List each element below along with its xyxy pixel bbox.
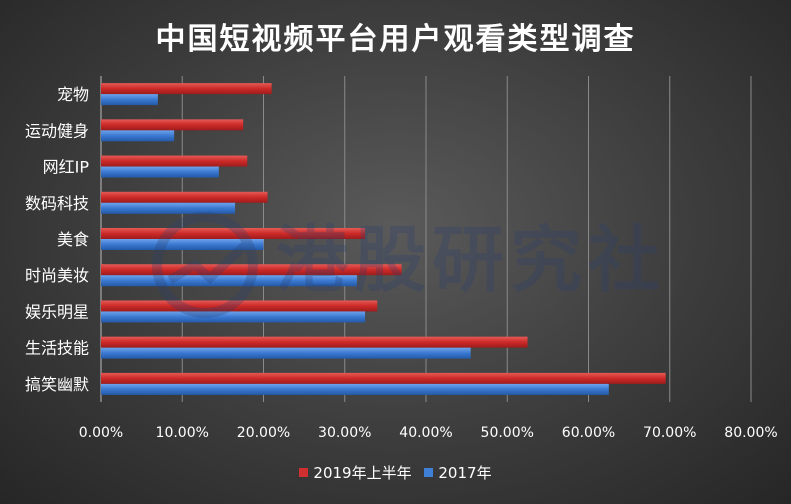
bar-2019h1	[101, 372, 666, 384]
bar-2019h1	[101, 83, 272, 95]
bars	[101, 83, 666, 395]
x-tick-label: 80.00%	[724, 425, 777, 441]
category-label: 美食	[57, 230, 89, 249]
bar-2019h1	[101, 155, 248, 167]
category-label: 网红IP	[43, 158, 90, 177]
legend-label-2017: 2017年	[438, 464, 492, 482]
category-label: 搞笑幽默	[25, 375, 89, 394]
legend-item-2019h1: 2019年上半年	[299, 462, 412, 483]
chart-title: 中国短视频平台用户观看类型调查	[155, 22, 636, 57]
bar-2017	[101, 166, 219, 178]
x-tick-label: 70.00%	[643, 425, 696, 441]
x-tick-label: 40.00%	[399, 425, 452, 441]
x-tick-label: 50.00%	[481, 425, 534, 441]
bar-2017	[101, 94, 158, 106]
bar-2017	[101, 202, 236, 214]
legend-item-2017: 2017年	[424, 462, 492, 483]
bar-2019h1	[101, 336, 528, 348]
bar-2019h1	[101, 119, 244, 131]
x-tick-label: 60.00%	[562, 425, 615, 441]
bar-2019h1	[101, 228, 366, 239]
legend-label-2019h1: 2019年上半年	[313, 464, 412, 482]
bar-2017	[101, 311, 366, 323]
bar-2019h1	[101, 264, 402, 276]
x-tick-label: 10.00%	[156, 425, 209, 441]
legend-swatch-red	[299, 468, 309, 477]
bar-2017	[101, 239, 264, 250]
axis-labels: 0.00% 10.00% 20.00% 30.00% 40.00% 50.00% 60.00…	[25, 85, 778, 441]
category-label: 娱乐明星	[25, 302, 89, 321]
category-label: 运动健身	[25, 121, 89, 140]
category-label: 宠物	[57, 85, 89, 104]
legend-swatch-blue	[424, 468, 434, 477]
category-label: 生活技能	[25, 339, 89, 358]
bar-2017	[101, 275, 357, 287]
category-label: 时尚美妆	[25, 266, 89, 285]
bar-2019h1	[101, 191, 268, 203]
x-tick-label: 0.00%	[79, 425, 123, 441]
legend: 2019年上半年 2017年	[0, 462, 791, 483]
x-tick-label: 20.00%	[237, 425, 290, 441]
x-tick-label: 30.00%	[318, 425, 371, 441]
category-label: 数码科技	[25, 194, 89, 213]
bar-2019h1	[101, 300, 378, 312]
bar-2017	[101, 130, 175, 142]
bar-2017	[101, 347, 471, 359]
bar-2017	[101, 383, 609, 395]
